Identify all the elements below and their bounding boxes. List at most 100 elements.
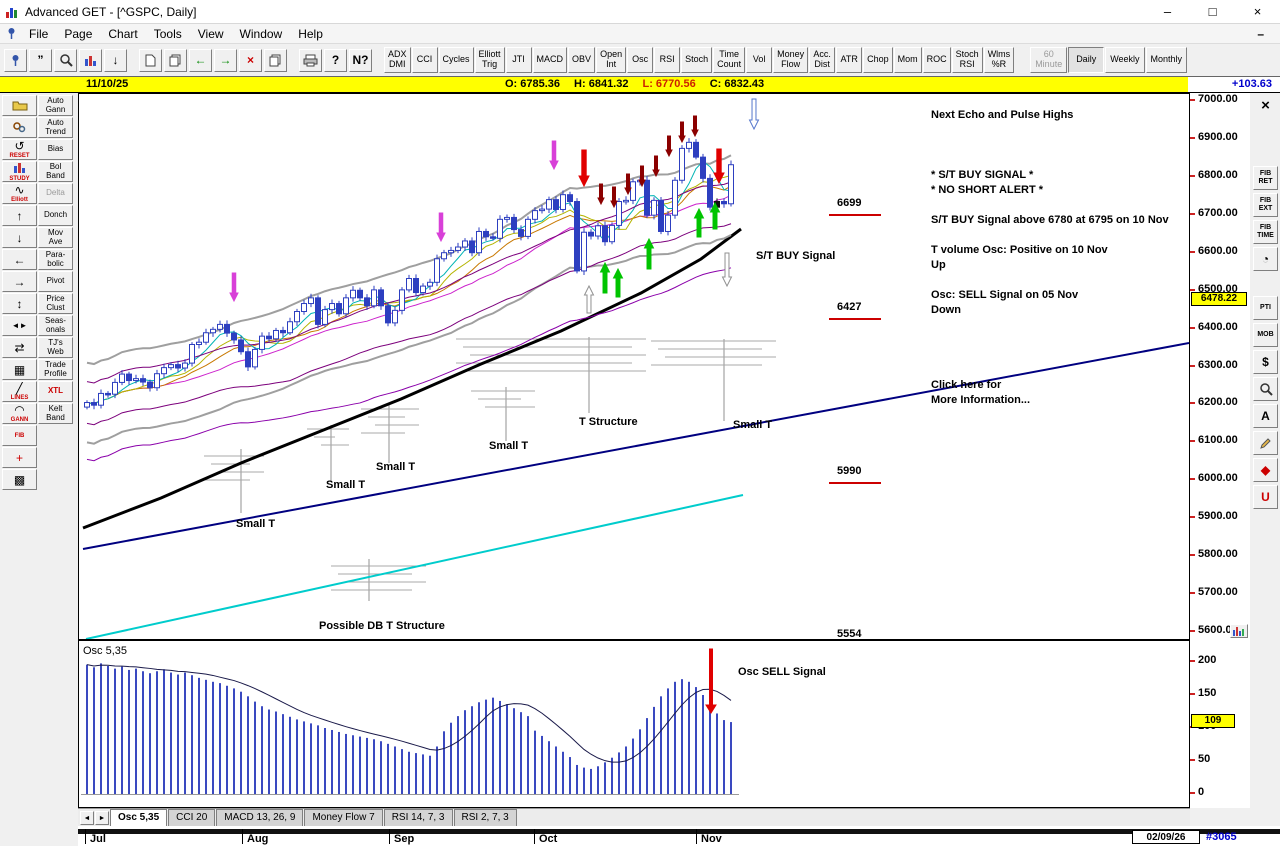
- timeframe-monthly[interactable]: Monthly: [1145, 47, 1188, 73]
- lines-icon[interactable]: ╱ LINES: [2, 381, 37, 402]
- u-button[interactable]: U: [1253, 485, 1278, 509]
- price-cluster-icon[interactable]: ↕: [2, 293, 37, 314]
- indicator-osc[interactable]: Osc: [627, 47, 654, 73]
- indicator-vol[interactable]: Vol: [746, 47, 773, 73]
- zoom-in-button[interactable]: [1253, 377, 1278, 401]
- indicator-chop[interactable]: Chop: [863, 47, 893, 73]
- tab-scroll-left[interactable]: ◄: [80, 811, 94, 825]
- auto-trend-button[interactable]: Auto Trend: [38, 117, 73, 138]
- indicator-rsi[interactable]: RSI: [654, 47, 681, 73]
- donch-button[interactable]: Donch: [38, 205, 73, 226]
- xtl-button[interactable]: XTL: [38, 381, 73, 402]
- tab-cci-20[interactable]: CCI 20: [168, 809, 216, 826]
- open-folder-icon[interactable]: [2, 95, 37, 116]
- tab-macd-13-26-9[interactable]: MACD 13, 26, 9: [216, 809, 304, 826]
- menu-view[interactable]: View: [197, 26, 224, 41]
- timeframe-weekly[interactable]: Weekly: [1105, 47, 1145, 73]
- menu-file[interactable]: File: [29, 26, 49, 41]
- menu-help[interactable]: Help: [298, 26, 323, 41]
- plus-icon[interactable]: +: [2, 447, 37, 468]
- indicator-cci[interactable]: CCI: [411, 47, 438, 73]
- reset-icon[interactable]: ↺ RESET: [2, 139, 37, 160]
- indicator-obv[interactable]: OBV: [568, 47, 596, 73]
- maximize-button[interactable]: □: [1208, 4, 1217, 19]
- child-minimize-button[interactable]: –: [1257, 26, 1264, 41]
- fib-icon[interactable]: FIB: [2, 425, 37, 446]
- indicator-adx-dmi[interactable]: ADX DMI: [384, 47, 411, 73]
- down-arrow-icon[interactable]: ↓: [2, 227, 37, 248]
- context-help-icon[interactable]: N?: [349, 48, 372, 72]
- fib-ret-button[interactable]: FIB RET: [1253, 166, 1278, 190]
- menu-page[interactable]: Page: [64, 26, 93, 41]
- new-page-icon[interactable]: [139, 48, 162, 72]
- minimize-button[interactable]: –: [1163, 4, 1172, 19]
- study-icon[interactable]: STUDY: [2, 161, 37, 182]
- indicator-money-flow[interactable]: Money Flow: [773, 47, 809, 73]
- quote-icon[interactable]: ”: [29, 48, 52, 72]
- tab-money-flow-7[interactable]: Money Flow 7: [304, 809, 383, 826]
- next-page-icon[interactable]: →: [214, 48, 237, 72]
- mob-button[interactable]: MOB: [1253, 323, 1278, 347]
- tab-scroll-right[interactable]: ►: [95, 811, 109, 825]
- tab-rsi-2-7-3[interactable]: RSI 2, 7, 3: [453, 809, 517, 826]
- page-list-icon[interactable]: [264, 48, 287, 72]
- chart-link[interactable]: More Information...: [931, 394, 1030, 406]
- up-arrow-icon[interactable]: ↑: [2, 205, 37, 226]
- prev-page-icon[interactable]: ←: [189, 48, 212, 72]
- trade-profile-button[interactable]: Trade Profile: [38, 359, 73, 380]
- price-clust-button[interactable]: Price Clust: [38, 293, 73, 314]
- pin-icon[interactable]: [4, 48, 27, 72]
- tab-osc-5-35[interactable]: Osc 5,35: [110, 809, 168, 826]
- fib-time-button[interactable]: FIB TIME: [1253, 220, 1278, 244]
- mov-ave-button[interactable]: Mov Ave: [38, 227, 73, 248]
- indicator-time-count[interactable]: Time Count: [713, 47, 746, 73]
- gann-icon[interactable]: ◠ GANN: [2, 403, 37, 424]
- pivot-button[interactable]: Pivot: [38, 271, 73, 292]
- gears-icon[interactable]: [2, 117, 37, 138]
- pivot-grid-icon[interactable]: ▩: [2, 469, 37, 490]
- bar-chart-icon[interactable]: [79, 48, 102, 72]
- indicator-roc[interactable]: ROC: [922, 47, 951, 73]
- seasonals-icon[interactable]: ◄►: [2, 315, 37, 336]
- indicator-wlms-r[interactable]: Wlms %R: [983, 47, 1015, 73]
- indicator-stoch-rsi[interactable]: Stoch RSI: [951, 47, 983, 73]
- chart-link[interactable]: Click here for: [931, 379, 1002, 391]
- parabolic-button[interactable]: Para- bolic: [38, 249, 73, 270]
- indicator-atr[interactable]: ATR: [836, 47, 863, 73]
- right-arrow-icon[interactable]: →: [2, 271, 37, 292]
- zoom-icon[interactable]: [54, 48, 77, 72]
- delete-page-icon[interactable]: ×: [239, 48, 262, 72]
- seasonals-button[interactable]: Seas- onals: [38, 315, 73, 336]
- close-chart-button[interactable]: ×: [1261, 96, 1270, 114]
- delta-button[interactable]: Delta: [38, 183, 73, 204]
- fib-dial-icon[interactable]: ◔: [1253, 247, 1278, 271]
- indicator-elliott-trig[interactable]: Elliott Trig: [474, 47, 505, 73]
- close-button[interactable]: ×: [1253, 4, 1262, 19]
- dollar-button[interactable]: $: [1253, 350, 1278, 374]
- osc-panel[interactable]: Osc 5,35 Osc SELL Signal: [78, 640, 1190, 808]
- fib-ext-button[interactable]: FIB EXT: [1253, 193, 1278, 217]
- timeframe-daily[interactable]: Daily: [1068, 47, 1105, 73]
- letter-a-button[interactable]: A: [1253, 404, 1278, 428]
- diamond-button[interactable]: ◆: [1253, 458, 1278, 482]
- print-icon[interactable]: [299, 48, 322, 72]
- left-arrow-icon[interactable]: ←: [2, 249, 37, 270]
- indicator-open-int[interactable]: Open Int: [596, 47, 627, 73]
- kelt-band-button[interactable]: Kelt Band: [38, 403, 73, 424]
- tab-rsi-14-7-3[interactable]: RSI 14, 7, 3: [383, 809, 453, 826]
- line-drop-icon[interactable]: ↓: [104, 48, 127, 72]
- help-icon[interactable]: ?: [324, 48, 347, 72]
- pti-button[interactable]: PTI: [1253, 296, 1278, 320]
- indicator-mom[interactable]: Mom: [893, 47, 922, 73]
- trade-profile-icon[interactable]: ▦: [2, 359, 37, 380]
- tjs-web-icon[interactable]: ⇄: [2, 337, 37, 358]
- tjs-web-button[interactable]: TJ's Web: [38, 337, 73, 358]
- menu-window[interactable]: Window: [239, 26, 283, 41]
- mini-chart-button[interactable]: [1230, 624, 1248, 638]
- menu-chart[interactable]: Chart: [108, 26, 138, 41]
- timeframe-60[interactable]: 60 Minute: [1030, 47, 1068, 73]
- menu-tools[interactable]: Tools: [153, 26, 182, 41]
- copy-page-icon[interactable]: [164, 48, 187, 72]
- pencil-button[interactable]: [1253, 431, 1278, 455]
- indicator-stoch[interactable]: Stoch: [681, 47, 713, 73]
